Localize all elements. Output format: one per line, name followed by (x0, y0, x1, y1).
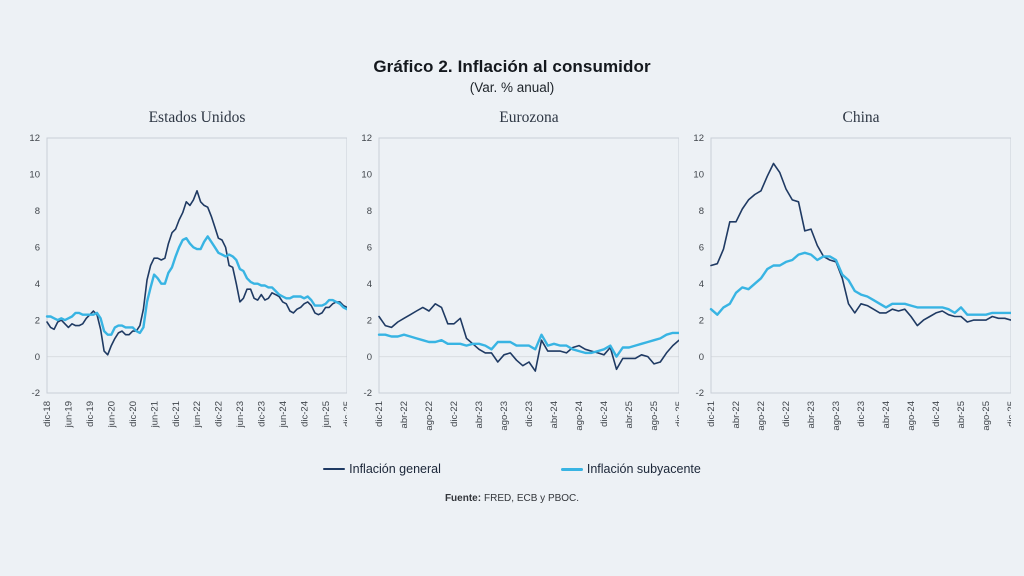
svg-text:jun-23: jun-23 (235, 401, 246, 428)
legend-item-general: Inflación general (323, 462, 441, 476)
svg-text:0: 0 (367, 352, 372, 363)
svg-text:abr-22: abr-22 (731, 401, 742, 428)
legend-line-general-icon (323, 468, 346, 470)
svg-text:dic-24: dic-24 (931, 401, 942, 427)
svg-text:8: 8 (699, 206, 704, 217)
svg-text:abr-25: abr-25 (624, 401, 635, 428)
svg-text:abr-25: abr-25 (956, 401, 967, 428)
legend: Inflación general Inflación subyacente (0, 462, 1024, 476)
svg-text:-2: -2 (696, 388, 704, 399)
svg-text:dic-25: dic-25 (1006, 401, 1011, 427)
chart-header: Gráfico 2. Inflación al consumidor (Var.… (0, 0, 1024, 97)
svg-text:12: 12 (29, 133, 40, 144)
svg-text:4: 4 (699, 279, 704, 290)
svg-text:-2: -2 (32, 388, 40, 399)
svg-text:6: 6 (367, 243, 372, 254)
line-plot-china: -2 0 2 4 6 8 10 12 dic-21 abr-22 ago-22 dic-22 abr-2… (693, 133, 1011, 431)
svg-text:dic-21: dic-21 (706, 401, 717, 427)
svg-text:jun-19: jun-19 (64, 401, 75, 428)
chart-panels: Estados Unidos -2 0 2 4 6 8 10 12 dic-18 jun-19 di… (0, 97, 1024, 448)
svg-text:abr-22: abr-22 (399, 401, 410, 428)
chart-title: Gráfico 2. Inflación al consumidor (373, 57, 651, 76)
svg-text:abr-23: abr-23 (806, 401, 817, 428)
source-note: Fuente: FRED, ECB y PBOC. (0, 493, 1024, 504)
svg-text:-2: -2 (364, 388, 372, 399)
svg-text:ago-22: ago-22 (424, 401, 435, 431)
svg-text:dic-18: dic-18 (42, 401, 53, 427)
chart-subtitle: (Var. % anual) (469, 80, 555, 95)
svg-text:10: 10 (29, 170, 40, 181)
legend-line-subyacente-icon (560, 467, 583, 471)
svg-text:dic-24: dic-24 (299, 401, 310, 427)
panel-eurozona: Eurozona -2 0 2 4 6 8 10 12 dic-21 abr-22 ago-22 di… (347, 109, 679, 448)
svg-text:0: 0 (699, 352, 704, 363)
line-plot-estados-unidos: -2 0 2 4 6 8 10 12 dic-18 jun-19 dic-19 jun-20 dic-2… (29, 133, 347, 428)
svg-text:jun-24: jun-24 (278, 401, 289, 428)
svg-text:ago-23: ago-23 (831, 401, 842, 431)
svg-text:dic-23: dic-23 (257, 401, 268, 427)
svg-text:12: 12 (361, 133, 372, 144)
panel-china: China -2 0 2 4 6 8 10 12 dic-21 abr-22 ago-22 dic-2… (679, 109, 1011, 448)
svg-text:12: 12 (693, 133, 704, 144)
svg-text:2: 2 (367, 315, 372, 326)
panel-title-estados-unidos: Estados Unidos (148, 109, 246, 126)
svg-text:dic-24: dic-24 (599, 401, 610, 427)
svg-text:dic-23: dic-23 (856, 401, 867, 427)
legend-label-subyacente: Inflación subyacente (586, 462, 701, 476)
svg-text:6: 6 (35, 243, 40, 254)
line-plot-eurozona: -2 0 2 4 6 8 10 12 dic-21 abr-22 ago-22 dic-22 abr-2… (361, 133, 679, 431)
svg-text:dic-22: dic-22 (781, 401, 792, 427)
svg-text:dic-21: dic-21 (374, 401, 385, 427)
svg-text:8: 8 (367, 206, 372, 217)
svg-text:0: 0 (35, 352, 40, 363)
svg-text:6: 6 (699, 243, 704, 254)
svg-text:4: 4 (35, 279, 40, 290)
source-text: FRED, ECB y PBOC. (484, 493, 580, 504)
svg-text:jun-20: jun-20 (107, 401, 118, 428)
svg-text:dic-21: dic-21 (171, 401, 182, 427)
svg-text:jun-21: jun-21 (149, 401, 160, 428)
panel-title-china: China (842, 109, 880, 126)
svg-text:ago-23: ago-23 (499, 401, 510, 431)
svg-text:abr-23: abr-23 (474, 401, 485, 428)
svg-text:dic-25: dic-25 (342, 401, 347, 427)
svg-text:dic-19: dic-19 (85, 401, 96, 427)
svg-text:ago-25: ago-25 (649, 401, 660, 431)
panel-estados-unidos: Estados Unidos -2 0 2 4 6 8 10 12 dic-18 jun-19 di… (15, 109, 347, 448)
svg-text:ago-24: ago-24 (574, 401, 585, 431)
svg-text:jun-25: jun-25 (321, 401, 332, 428)
svg-text:dic-22: dic-22 (449, 401, 460, 427)
svg-text:4: 4 (367, 279, 372, 290)
svg-text:8: 8 (35, 206, 40, 217)
svg-text:10: 10 (361, 170, 372, 181)
svg-text:jun-22: jun-22 (192, 401, 203, 428)
svg-text:ago-25: ago-25 (981, 401, 992, 431)
svg-text:ago-24: ago-24 (906, 401, 917, 431)
svg-text:2: 2 (699, 315, 704, 326)
svg-text:dic-23: dic-23 (524, 401, 535, 427)
legend-label-general: Inflación general (349, 462, 441, 476)
svg-text:2: 2 (35, 315, 40, 326)
svg-text:dic-22: dic-22 (214, 401, 225, 427)
svg-text:dic-20: dic-20 (128, 401, 139, 427)
svg-text:abr-24: abr-24 (881, 401, 892, 428)
legend-item-subyacente: Inflación subyacente (560, 462, 701, 476)
svg-text:10: 10 (693, 170, 704, 181)
source-label: Fuente: (444, 493, 482, 504)
svg-text:abr-24: abr-24 (549, 401, 560, 428)
panel-title-eurozona: Eurozona (499, 109, 559, 126)
svg-text:ago-22: ago-22 (756, 401, 767, 431)
svg-text:dic-25: dic-25 (674, 401, 679, 427)
